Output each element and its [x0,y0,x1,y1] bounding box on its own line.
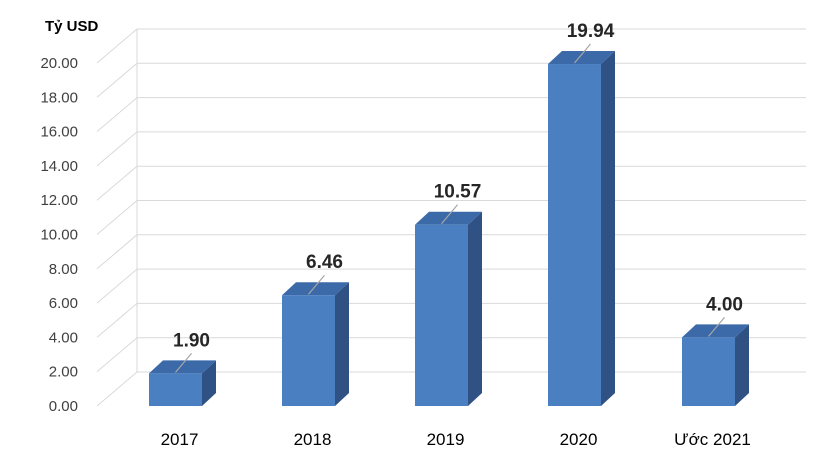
bar [149,360,216,406]
y-tick-label: 6.00 [49,295,78,312]
label-leader [441,204,458,225]
data-label: 6.46 [306,252,343,273]
grid-line-side [96,28,138,64]
bar-top [415,211,482,225]
y-tick-label: 8.00 [49,261,78,278]
y-axis: 0.00 2.00 4.00 6.00 8.00 10.00 12.00 14.00 16.00… [40,55,78,415]
bar-top [282,282,349,296]
grid-line-side [96,62,138,98]
grid-line-side [96,200,138,235]
y-tick-label: 20.00 [40,55,78,72]
data-label: 4.00 [706,294,743,315]
bar-top [682,324,749,338]
x-tick-label: 2017 [161,430,199,449]
grid-line-side [96,131,138,167]
x-tick-label: 2018 [294,430,332,449]
bar-side [735,324,749,406]
y-tick-label: 14.00 [40,158,78,175]
grid-line-side [96,165,138,201]
y-tick-label: 2.00 [49,364,78,381]
bar-side [601,51,615,407]
x-axis: 2017 2018 2019 2020 Ước 2021 [161,430,751,449]
x-tick-label: Ước 2021 [674,430,751,449]
label-leader [708,317,725,337]
bar-front [415,224,468,406]
bar-top [149,360,216,374]
bars [149,51,749,407]
x-tick-label: 2019 [427,430,465,449]
bar [415,211,482,406]
y-tick-label: 0.00 [49,398,78,415]
y-tick-label: 4.00 [49,329,78,346]
bar-front [149,373,202,406]
y-tick-label: 10.00 [40,227,78,244]
bar [282,282,349,406]
bar-top [548,51,615,65]
x-tick-label: 2020 [560,430,598,449]
bar-side [335,282,349,406]
label-leader [175,353,192,373]
bar-front [548,64,601,407]
data-label: 10.57 [434,182,482,203]
data-label: 1.90 [173,330,210,351]
bar [548,51,615,407]
label-leader [308,274,325,295]
grid-line-side [96,268,138,304]
grid-line-side [96,337,138,373]
bar-front [282,295,335,406]
y-axis-label: Tỷ USD [45,18,99,35]
data-labels: 1.90 6.46 10.57 19.94 4.00 [173,21,743,373]
bar-side [468,211,482,406]
y-tick-label: 18.00 [40,89,78,106]
bar-front [682,337,735,406]
grid-line-side [96,97,138,132]
grid-line-side [96,234,138,270]
label-leader [574,43,591,64]
data-label: 19.94 [567,21,615,42]
grid-line-side [96,303,138,338]
y-tick-label: 16.00 [40,124,78,141]
bar-side [202,360,216,406]
grid-line-side [96,371,138,407]
bar [682,324,749,406]
y-tick-label: 12.00 [40,192,78,209]
